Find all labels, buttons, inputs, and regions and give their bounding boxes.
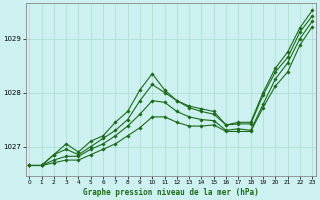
X-axis label: Graphe pression niveau de la mer (hPa): Graphe pression niveau de la mer (hPa) xyxy=(83,188,259,197)
